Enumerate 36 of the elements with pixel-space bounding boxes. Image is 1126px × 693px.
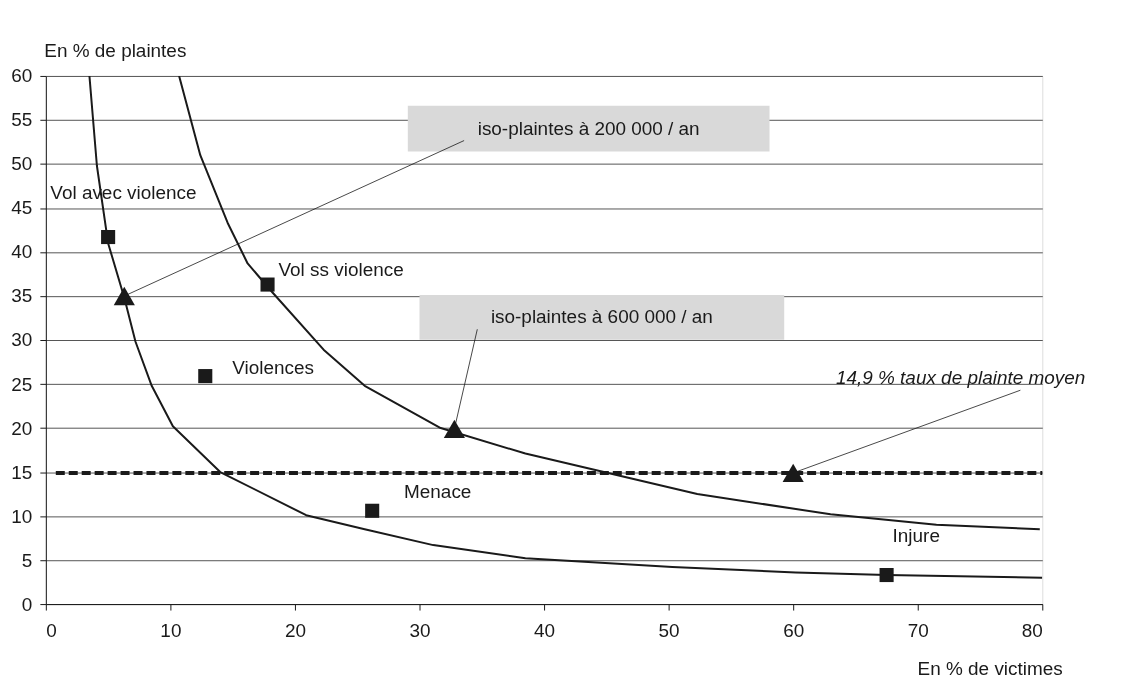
y-tick-label: 25: [11, 373, 33, 395]
y-tick-label: 15: [11, 461, 33, 483]
x-tick-label: 40: [534, 620, 556, 642]
y-tick-label: 0: [21, 593, 33, 615]
x-tick-label: 60: [783, 620, 805, 642]
annotation: Injure: [892, 525, 940, 547]
y-tick-label: 55: [11, 109, 33, 131]
y-tick-label: 35: [11, 285, 33, 307]
annotation: 14,9 % taux de plainte moyen: [835, 367, 1086, 389]
x-tick-label: 50: [658, 620, 680, 642]
x-axis-title: En % de victimes: [917, 658, 1063, 680]
point: [879, 567, 894, 583]
point: [101, 229, 116, 245]
point: [260, 277, 275, 292]
y-tick-label: 10: [11, 505, 33, 527]
x-tick-label: 0: [46, 620, 57, 642]
x-tick-label: 30: [409, 620, 431, 642]
annotation: iso-plaintes à 200 000 / an: [477, 117, 700, 139]
y-tick-label: 20: [11, 417, 33, 439]
annotation: Violences: [232, 357, 314, 379]
x-tick-label: 80: [1021, 620, 1043, 642]
y-tick-label: 50: [11, 153, 33, 175]
x-tick-label: 20: [284, 620, 306, 642]
y-tick-label: 40: [11, 241, 33, 263]
y-tick-label: 45: [11, 197, 33, 219]
y-tick-label: 5: [21, 549, 33, 571]
x-tick-label: 10: [160, 620, 182, 642]
x-tick-label: 70: [907, 620, 929, 642]
point: [365, 503, 380, 518]
y-tick-label: 30: [11, 329, 33, 351]
annotation: Vol ss violence: [278, 258, 404, 280]
y-tick-label: 60: [11, 65, 33, 87]
point: [198, 369, 213, 384]
annotation: iso-plaintes à 600 000 / an: [490, 306, 713, 328]
y-axis-title: En % de plaintes: [44, 39, 187, 61]
annotation: Menace: [404, 480, 472, 502]
